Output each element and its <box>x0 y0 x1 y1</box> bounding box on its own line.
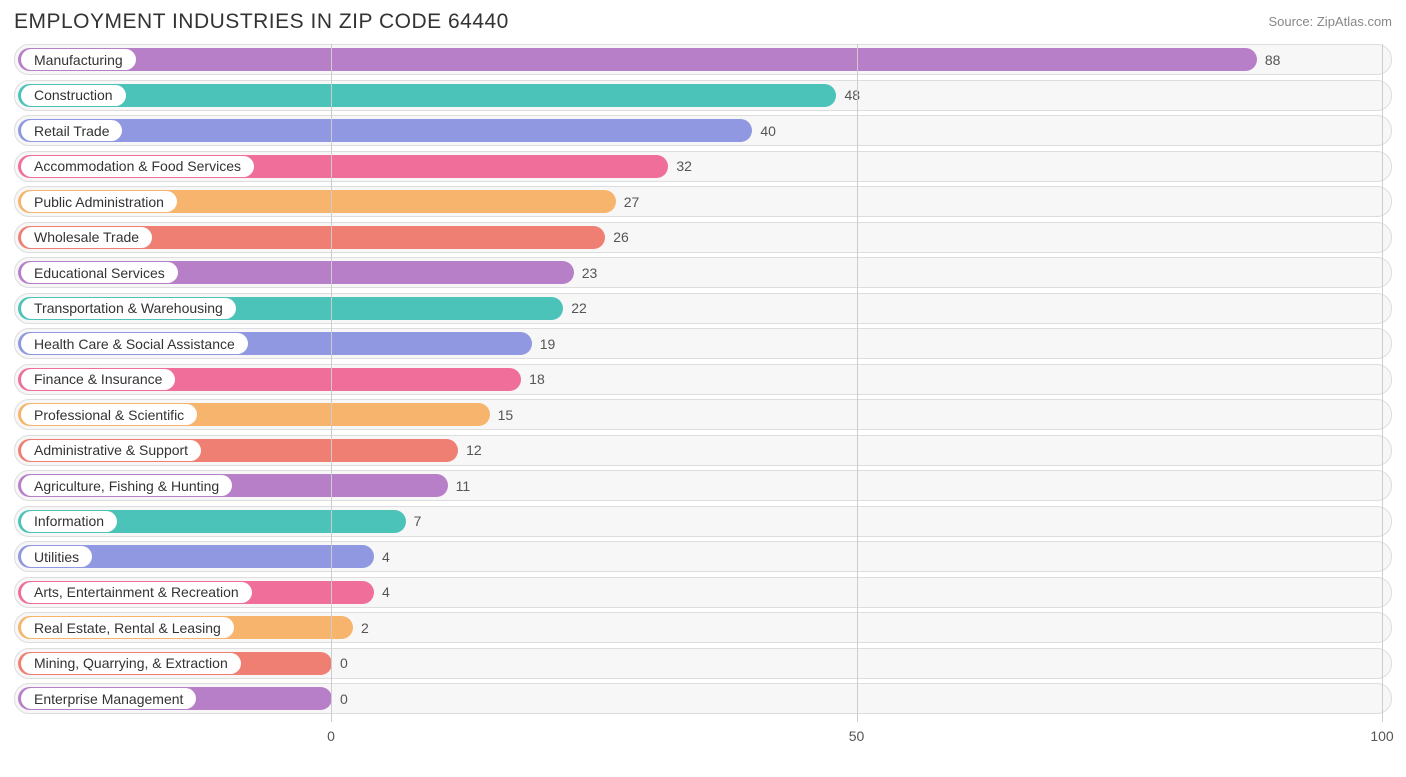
bar-value: 23 <box>574 258 598 287</box>
chart-header: EMPLOYMENT INDUSTRIES IN ZIP CODE 64440 … <box>14 10 1392 44</box>
bar-row: Finance & Insurance 18 <box>14 364 1392 395</box>
gridline <box>1382 44 1383 722</box>
bar-row: Mining, Quarrying, & Extraction 0 <box>14 648 1392 679</box>
bar-row: Professional & Scientific 15 <box>14 399 1392 430</box>
bar-value: 2 <box>353 613 369 642</box>
bar-label: Public Administration <box>21 191 177 212</box>
bar-fill <box>18 119 752 142</box>
bar-value: 15 <box>490 400 514 429</box>
gridline <box>331 44 332 722</box>
x-tick-label: 0 <box>327 728 335 744</box>
chart-area: 0 50 100 Manufacturing 88 Construction48 Retai… <box>14 44 1392 744</box>
bar-value: 12 <box>458 436 482 465</box>
bar-row: Public Administration 27 <box>14 186 1392 217</box>
bar-value: 22 <box>563 294 587 323</box>
chart-plot: 0 50 100 Manufacturing 88 Construction48 Retai… <box>14 44 1392 744</box>
bar-label: Real Estate, Rental & Leasing <box>21 617 234 638</box>
bar-label: Arts, Entertainment & Recreation <box>21 582 252 603</box>
bar-label: Administrative & Support <box>21 440 201 461</box>
bar-row: Wholesale Trade 26 <box>14 222 1392 253</box>
bar-value: 19 <box>532 329 556 358</box>
bar-row: Construction48 <box>14 80 1392 111</box>
bar-row: Transportation & Warehousing 22 <box>14 293 1392 324</box>
bar-value: 7 <box>406 507 422 536</box>
bar-label: Mining, Quarrying, & Extraction <box>21 653 241 674</box>
bar-label: Manufacturing <box>21 49 136 70</box>
bar-label: Information <box>21 511 117 532</box>
chart-title: EMPLOYMENT INDUSTRIES IN ZIP CODE 64440 <box>14 10 509 34</box>
bar-label: Wholesale Trade <box>21 227 152 248</box>
bar-fill <box>18 84 836 107</box>
bar-label: Enterprise Management <box>21 688 196 709</box>
bar-row: Health Care & Social Assistance 19 <box>14 328 1392 359</box>
bar-value: 11 <box>448 471 471 500</box>
bar-label: Accommodation & Food Services <box>21 156 254 177</box>
bar-value: 18 <box>521 365 545 394</box>
bar-label: Retail Trade <box>21 120 122 141</box>
bar-row: Administrative & Support 12 <box>14 435 1392 466</box>
bar-row: Enterprise Management 0 <box>14 683 1392 714</box>
bar-value: 0 <box>332 649 348 678</box>
bar-row: Arts, Entertainment & Recreation 4 <box>14 577 1392 608</box>
bar-label: Utilities <box>21 546 92 567</box>
bar-row: Agriculture, Fishing & Hunting 11 <box>14 470 1392 501</box>
bar-row: Real Estate, Rental & Leasing 2 <box>14 612 1392 643</box>
bar-value: 4 <box>374 578 390 607</box>
bar-value: 26 <box>605 223 629 252</box>
bar-value: 0 <box>332 684 348 713</box>
bar-value: 4 <box>374 542 390 571</box>
bar-row: Retail Trade 40 <box>14 115 1392 146</box>
bar-label: Professional & Scientific <box>21 404 197 425</box>
bar-label: Agriculture, Fishing & Hunting <box>21 475 232 496</box>
bar-label: Construction <box>21 85 126 106</box>
bar-value: 88 <box>1257 45 1281 74</box>
chart-source: Source: ZipAtlas.com <box>1268 10 1392 29</box>
bar-value: 40 <box>752 116 776 145</box>
bar-label: Educational Services <box>21 262 178 283</box>
bar-label: Health Care & Social Assistance <box>21 333 248 354</box>
bar-label: Transportation & Warehousing <box>21 298 236 319</box>
bar-value: 32 <box>668 152 692 181</box>
x-tick-label: 100 <box>1370 728 1393 744</box>
chart-container: EMPLOYMENT INDUSTRIES IN ZIP CODE 64440 … <box>0 0 1406 777</box>
x-tick-label: 50 <box>849 728 865 744</box>
bar-row: Manufacturing 88 <box>14 44 1392 75</box>
bar-value: 27 <box>616 187 640 216</box>
gridline <box>857 44 858 722</box>
bar-fill <box>18 48 1257 71</box>
bar-row: Utilities 4 <box>14 541 1392 572</box>
bar-label: Finance & Insurance <box>21 369 175 390</box>
bar-row: Information 7 <box>14 506 1392 537</box>
bars-wrap: Manufacturing 88 Construction48 Retail Trad… <box>14 44 1392 714</box>
bar-row: Accommodation & Food Services 32 <box>14 151 1392 182</box>
bar-row: Educational Services 23 <box>14 257 1392 288</box>
